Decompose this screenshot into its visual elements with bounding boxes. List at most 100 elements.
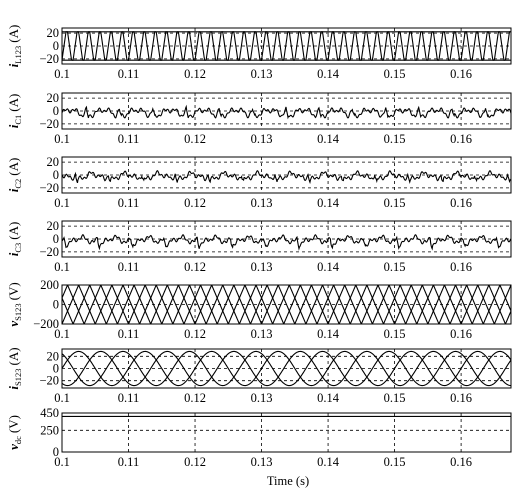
axes-frame <box>61 156 512 194</box>
series-line-iC3-1 <box>62 234 511 251</box>
x-tick-label: 0.13 <box>251 455 273 469</box>
x-tick-label: 0.12 <box>184 327 206 341</box>
series-line-iC2-1 <box>62 170 511 185</box>
x-tick-label: 0.15 <box>384 455 406 469</box>
x-tick-label: 0.15 <box>384 391 406 405</box>
x-tick-label: 0.12 <box>184 196 206 210</box>
series-line-vS123-3 <box>62 285 511 324</box>
y-axis-label-vS123: vS123 (V) <box>6 282 23 326</box>
y-tick-label: 0 <box>53 445 59 459</box>
x-tick-label: 0.14 <box>317 196 340 210</box>
y-tick-label: −20 <box>39 181 59 195</box>
x-tick-label: 0.13 <box>251 260 273 274</box>
y-tick-label: −20 <box>39 52 59 66</box>
x-tick-label: 0.16 <box>450 327 472 341</box>
x-tick-label: 0.15 <box>384 67 406 81</box>
y-axis-label-subscript: dc <box>13 436 23 444</box>
y-tick-label: 20 <box>47 349 60 363</box>
panel-iC2: 200−200.1 0.11 0.12 0.13 0.14 0.15 0.16 iC2 (A) <box>6 155 512 210</box>
series-line-iS123-3 <box>62 350 511 387</box>
x-tick-label: 0.12 <box>184 260 206 274</box>
y-tick-label: 0 <box>53 232 59 246</box>
y-axis-label-subscript: L123 <box>13 46 23 64</box>
axes-frame <box>61 284 512 325</box>
series-line-vS123-1 <box>62 285 511 324</box>
x-tick-label: 0.11 <box>118 455 139 469</box>
series-line-iL123-2 <box>62 31 511 61</box>
y-tick-label: −20 <box>39 245 59 259</box>
x-tick-label: 0.15 <box>384 196 406 210</box>
x-tick-label: 0.11 <box>118 67 139 81</box>
y-tick-label: 0 <box>53 104 59 118</box>
y-axis-label-unit: (A) <box>6 94 21 112</box>
x-tick-label: 0.1 <box>54 196 70 210</box>
x-tick-label: 0.11 <box>118 196 139 210</box>
x-tick-label: 0.12 <box>184 391 206 405</box>
y-tick-label: 20 <box>47 26 60 40</box>
y-tick-label: 0 <box>53 39 59 53</box>
x-tick-label: 0.13 <box>251 391 273 405</box>
panel-iC1: 200−200.1 0.11 0.12 0.13 0.14 0.15 0.16 iC1 (A) <box>6 91 512 146</box>
y-tick-label: 20 <box>47 155 60 169</box>
y-axis-label-unit: (A) <box>6 347 21 365</box>
y-axis-label-vdc: vdc (V) <box>6 415 23 450</box>
x-tick-label: 0.16 <box>450 391 472 405</box>
x-axis-label: Time (s) <box>267 474 309 488</box>
x-tick-label: 0.16 <box>450 260 472 274</box>
x-tick-label: 0.15 <box>384 327 406 341</box>
y-axis-label-subscript: S123 <box>13 368 23 385</box>
y-axis-label-subscript: S123 <box>13 303 23 320</box>
x-tick-label: 0.16 <box>450 196 472 210</box>
y-tick-label: 250 <box>40 423 59 437</box>
x-tick-label: 0.1 <box>54 67 70 81</box>
x-tick-label: 0.1 <box>54 260 70 274</box>
x-tick-label: 0.14 <box>317 260 340 274</box>
x-tick-label: 0.13 <box>251 196 273 210</box>
y-axis-label-unit: (A) <box>6 222 21 240</box>
y-axis-label-subscript: C3 <box>13 243 23 253</box>
y-axis-label-unit: (A) <box>6 158 21 176</box>
x-tick-label: 0.16 <box>450 67 472 81</box>
x-tick-label: 0.16 <box>450 455 472 469</box>
y-axis-label-unit: (V) <box>6 282 21 300</box>
x-tick-label: 0.14 <box>317 391 340 405</box>
axes-frame <box>61 27 512 65</box>
x-tick-label: 0.1 <box>54 455 70 469</box>
axes-frame <box>61 412 512 453</box>
series-line-iS123-1 <box>62 350 511 387</box>
y-tick-label: 20 <box>47 219 60 233</box>
series-line-iL123-3 <box>62 31 511 61</box>
x-tick-label: 0.15 <box>384 260 406 274</box>
x-tick-label: 0.11 <box>118 327 139 341</box>
axes-frame <box>61 220 512 258</box>
series-line-iS123-2 <box>62 350 511 387</box>
series-line-iL123-1 <box>62 31 511 61</box>
y-tick-label: −20 <box>39 374 59 388</box>
y-tick-label: −20 <box>39 117 59 131</box>
y-axis-label-unit: (A) <box>6 25 21 43</box>
x-tick-label: 0.1 <box>54 132 70 146</box>
y-axis-label-subscript: C2 <box>13 179 23 189</box>
x-tick-label: 0.11 <box>118 391 139 405</box>
series-line-iC1-1 <box>62 104 511 120</box>
y-axis-label-iS123: iS123 (A) <box>6 347 23 389</box>
y-axis-label-subscript: C1 <box>13 115 23 125</box>
x-tick-label: 0.15 <box>384 132 406 146</box>
x-tick-label: 0.13 <box>251 67 273 81</box>
y-axis-label-symbol: i <box>6 252 21 256</box>
x-tick-label: 0.14 <box>317 455 340 469</box>
panel-vdc: 450 250 00.1 0.11 0.12 0.13 0.14 0.15 0.16 vdc (V) <box>6 406 512 469</box>
y-axis-label-iL123: iL123 (A) <box>6 25 23 68</box>
axes-frame <box>61 348 512 389</box>
y-axis-label-symbol: v <box>6 321 21 327</box>
x-tick-label: 0.1 <box>54 391 70 405</box>
x-tick-label: 0.16 <box>450 132 472 146</box>
y-axis-label-symbol: i <box>6 124 21 128</box>
y-axis-label-symbol: i <box>6 386 21 390</box>
y-tick-label: 0 <box>53 168 59 182</box>
y-axis-label-iC3: iC3 (A) <box>6 222 23 257</box>
y-tick-label: 20 <box>47 91 60 105</box>
x-tick-label: 0.11 <box>118 132 139 146</box>
